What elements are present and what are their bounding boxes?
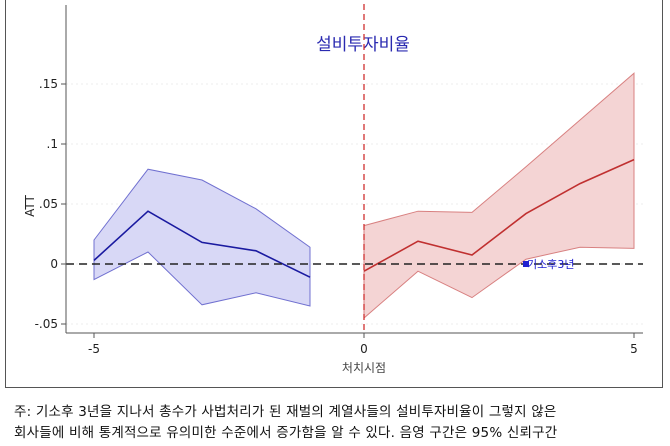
y-tick-label: .1 (47, 137, 58, 151)
y-tick-label: .15 (39, 77, 58, 91)
x-tick-label: 0 (360, 342, 368, 356)
y-tick-label: 0 (50, 257, 58, 271)
y-tick-label: .05 (39, 197, 58, 211)
x-tick-label: 5 (630, 342, 638, 356)
x-tick-label: -5 (88, 342, 100, 356)
att-line-post (363, 158, 635, 272)
annotation-label: 기소후3년 (527, 258, 574, 271)
x-axis-label: 처치시점 (342, 361, 386, 375)
annotation-marker (523, 261, 529, 267)
y-axis-label: ATT (23, 194, 37, 216)
figure-frame (5, 0, 663, 388)
event-study-chart: 설비투자비율 ATT 처치시점 기소후3년 -.05 0 .05 .1 .15 -5 0 5 (23, 4, 643, 375)
y-tick-label: -.05 (35, 317, 58, 331)
footnote-line-2: 회사들에 비해 통계적으로 유의미한 수준에서 증가함을 알 수 있다. 음영 … (14, 425, 558, 441)
ci-band-pre (93, 168, 311, 307)
footnote-line-1: 주: 기소후 3년을 지나서 총수가 사법처리가 된 재벌의 계열사들의 설비투… (14, 404, 557, 420)
ci-band-post (363, 72, 635, 320)
chart-title: 설비투자비율 (316, 35, 410, 55)
